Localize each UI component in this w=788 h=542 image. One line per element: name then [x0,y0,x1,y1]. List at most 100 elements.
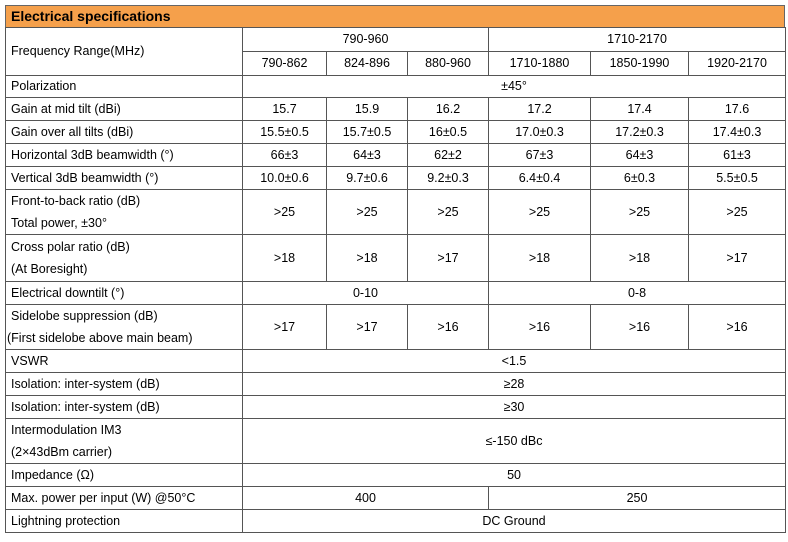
value-cell: 6±0.3 [590,166,689,190]
band-cell: 790-862 [242,51,327,76]
spec-table: Frequency Range(MHz) 790-960 1710-2170 7… [5,27,787,533]
gain-mid-label: Gain at mid tilt (dBi) [5,97,243,121]
value-cell: >18 [590,234,689,282]
table-row: Polarization ±45° [5,75,787,98]
band-cell: 1710-1880 [488,51,591,76]
im3-label: Intermodulation IM3 (2×43dBm carrier) [5,418,243,464]
table-row: Horizontal 3dB beamwidth (°) 66±3 64±3 6… [5,143,787,167]
value-cell: 5.5±0.5 [687,166,787,190]
value-cell: 66±3 [242,143,327,167]
im3-label-line2: (2×43dBm carrier) [11,445,113,459]
value-cell: >25 [407,189,489,235]
value-cell: 17.4±0.3 [687,120,787,144]
value-cell: 10.0±0.6 [242,166,327,190]
lightning-label: Lightning protection [5,509,243,533]
im3-label-line1: Intermodulation IM3 [11,423,122,437]
value-cell: >16 [687,304,787,350]
value-cell: 62±2 [407,143,489,167]
value-cell: 17.2±0.3 [590,120,689,144]
cpr-label: Cross polar ratio (dB) (At Boresight) [5,234,243,282]
lightning-value: DC Ground [241,509,787,533]
table-row: Sidelobe suppression (dB) (First sidelob… [5,304,787,350]
value-cell: 17.6 [687,97,787,121]
band-cell: 824-896 [326,51,408,76]
sidelobe-label-line1: Sidelobe suppression (dB) [11,309,158,323]
value-cell: >16 [488,304,591,350]
value-cell: 64±3 [590,143,689,167]
polarization-label: Polarization [5,75,243,98]
table-row: Impedance (Ω) 50 [5,463,787,487]
value-cell: >18 [242,234,327,282]
vswr-value: <1.5 [241,349,787,373]
value-cell: 17.4 [590,97,689,121]
value-cell: >17 [326,304,408,350]
value-cell: >17 [687,234,787,282]
ftb-label: Front-to-back ratio (dB) Total power, ±3… [5,189,243,235]
band-cell: 1920-2170 [687,51,787,76]
sidelobe-label: Sidelobe suppression (dB) (First sidelob… [5,304,243,350]
value-cell: 67±3 [488,143,591,167]
band-cell: 1850-1990 [590,51,689,76]
table-row: Max. power per input (W) @50°C 400 250 [5,486,787,510]
table-title: Electrical specifications [5,5,785,27]
value-cell: >18 [488,234,591,282]
cpr-label-line2: (At Boresight) [11,262,88,276]
value-cell: >25 [326,189,408,235]
ftb-label-line1: Front-to-back ratio (dB) [11,194,141,208]
electrical-spec-table-container: Electrical specifications Frequency Rang… [5,5,787,533]
table-row: Intermodulation IM3 (2×43dBm carrier) ≤-… [5,418,787,464]
value-cell: >16 [590,304,689,350]
table-row: Frequency Range(MHz) 790-960 1710-2170 [5,27,787,76]
gain-all-label: Gain over all tilts (dBi) [5,120,243,144]
iso2-value: ≥30 [241,395,787,419]
value-cell: 64±3 [326,143,408,167]
value-cell: 15.5±0.5 [242,120,327,144]
impedance-value: 50 [241,463,787,487]
value-cell: 17.2 [488,97,591,121]
cpr-label-line1: Cross polar ratio (dB) [11,240,130,254]
table-row: Gain over all tilts (dBi) 15.5±0.5 15.7±… [5,120,787,144]
value-cell: >18 [326,234,408,282]
value-cell: 6.4±0.4 [488,166,591,190]
value-cell: >25 [687,189,787,235]
value-cell: 9.2±0.3 [407,166,489,190]
value-cell: >17 [242,304,327,350]
iso1-label: Isolation: inter-system (dB) [5,372,243,396]
value-cell: 61±3 [687,143,787,167]
polarization-value: ±45° [241,75,787,98]
value-cell: 15.7 [242,97,327,121]
value-cell: 16±0.5 [407,120,489,144]
value-cell: >25 [242,189,327,235]
table-row: Cross polar ratio (dB) (At Boresight) >1… [5,234,787,282]
table-row: Front-to-back ratio (dB) Total power, ±3… [5,189,787,235]
band-cell: 880-960 [407,51,489,76]
table-row: Isolation: inter-system (dB) ≥28 [5,372,787,396]
hbw-label: Horizontal 3dB beamwidth (°) [5,143,243,167]
value-cell: >16 [407,304,489,350]
table-row: 790-862 824-896 880-960 1710-1880 1850-1… [6,51,787,76]
sidelobe-label-line2: (First sidelobe above main beam) [7,331,193,345]
iso2-label: Isolation: inter-system (dB) [5,395,243,419]
value-cell: >17 [407,234,489,282]
freq-label: Frequency Range(MHz) [5,27,243,76]
downtilt-label: Electrical downtilt (°) [5,281,243,305]
vbw-label: Vertical 3dB beamwidth (°) [5,166,243,190]
downtilt-low: 0-10 [242,281,489,305]
vswr-label: VSWR [5,349,243,373]
freq-group-high: 1710-2170 [487,27,787,52]
iso1-value: ≥28 [241,372,787,396]
table-row: Isolation: inter-system (dB) ≥30 [5,395,787,419]
value-cell: 9.7±0.6 [326,166,408,190]
table-row: Gain at mid tilt (dBi) 15.7 15.9 16.2 17… [5,97,787,121]
freq-group-low: 790-960 [242,27,489,52]
table-row: Electrical downtilt (°) 0-10 0-8 [5,281,787,305]
value-cell: 15.9 [326,97,408,121]
value-cell: 15.7±0.5 [326,120,408,144]
value-cell: >25 [590,189,689,235]
table-row: VSWR <1.5 [5,349,787,373]
maxpower-low: 400 [242,486,489,510]
value-cell: 16.2 [407,97,489,121]
downtilt-high: 0-8 [487,281,787,305]
table-row: Lightning protection DC Ground [5,509,787,533]
value-cell: >25 [488,189,591,235]
